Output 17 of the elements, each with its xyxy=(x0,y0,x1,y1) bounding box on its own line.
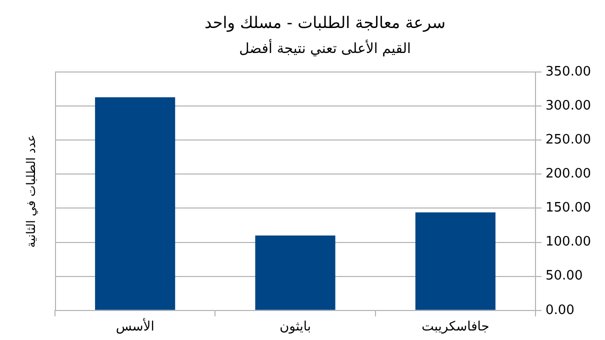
y-tick-label: 350.00 xyxy=(546,64,592,80)
chart-title: سرعة معالجة الطلبات - مسلك واحد xyxy=(204,12,446,32)
x-tick-label: الأسس xyxy=(116,318,154,335)
x-tick-label: جافاسكريبت xyxy=(422,320,490,335)
y-tick-label: 0.00 xyxy=(546,302,574,318)
y-axis-title: عدد الطلبات في الثانية xyxy=(24,134,38,248)
bar xyxy=(415,212,496,310)
chart-subtitle: القيم الأعلى تعني نتيجة أفضل xyxy=(239,39,411,58)
y-tick-label: 300.00 xyxy=(546,98,592,114)
bar xyxy=(255,235,336,310)
y-tick-label: 250.00 xyxy=(546,132,592,148)
x-tick-label: بايثون xyxy=(280,320,311,335)
y-tick-label: 50.00 xyxy=(546,268,583,284)
y-tick-label: 200.00 xyxy=(546,166,592,182)
bar xyxy=(95,97,176,310)
y-tick-label: 150.00 xyxy=(546,200,592,216)
y-tick-label: 100.00 xyxy=(546,234,592,250)
